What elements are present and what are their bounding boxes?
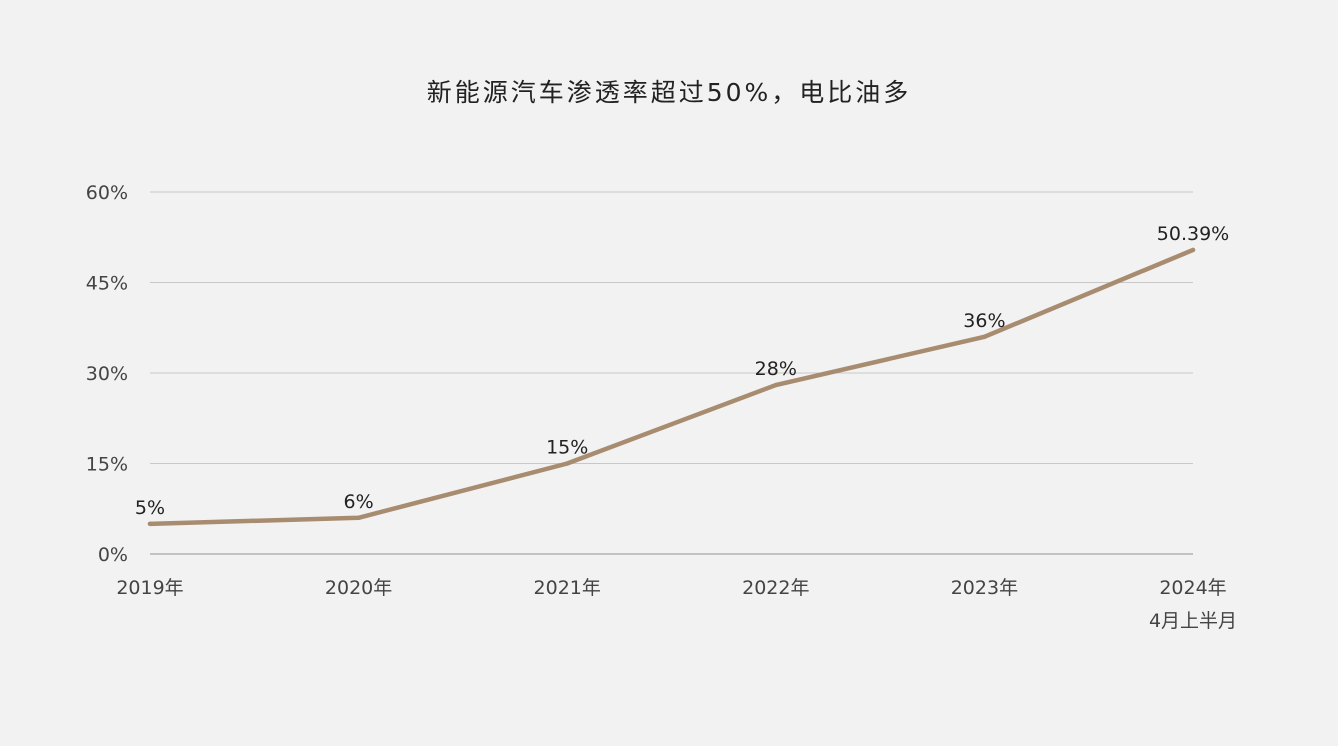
series-line <box>147 247 1196 527</box>
y-tick-label: 15% <box>86 454 128 476</box>
data-label: 50.39% <box>1157 223 1229 245</box>
x-tick-label-line: 2019年 <box>116 577 183 599</box>
y-tick-label: 0% <box>98 544 128 566</box>
data-point <box>982 334 987 339</box>
data-labels: 5% 6% 15% 28% 36% 50.39% <box>135 223 1229 519</box>
y-tick-label: 60% <box>86 182 128 204</box>
x-tick-label: 2019年 <box>116 577 183 599</box>
x-axis-ticks: 2019年 2020年 2021年 2022年 2023年 2024年 4月上半月 <box>116 577 1237 632</box>
series <box>147 247 1196 527</box>
data-label: 28% <box>755 358 797 380</box>
data-point <box>147 521 153 527</box>
x-tick-label: 2021年 <box>534 577 601 599</box>
x-tick-label: 2022年 <box>742 577 809 599</box>
data-label: 36% <box>963 310 1005 332</box>
data-label: 15% <box>546 437 588 459</box>
chart-title: 新能源汽车渗透率超过50%，电比油多 <box>427 78 912 107</box>
data-label: 6% <box>344 491 374 513</box>
x-tick-label-line: 2021年 <box>534 577 601 599</box>
x-tick-label: 2020年 <box>325 577 392 599</box>
x-tick-label-line: 2020年 <box>325 577 392 599</box>
x-tick-label-line: 2023年 <box>951 577 1018 599</box>
gridlines <box>150 191 1193 555</box>
x-tick-label: 2023年 <box>951 577 1018 599</box>
x-tick-label-line: 2024年 <box>1159 577 1226 599</box>
data-point <box>356 515 361 520</box>
data-point <box>565 461 570 466</box>
x-tick-label-line: 2022年 <box>742 577 809 599</box>
y-axis-ticks: 0% 15% 30% 45% 60% <box>86 182 128 566</box>
y-tick-label: 30% <box>86 363 128 385</box>
x-tick-label: 2024年 4月上半月 <box>1149 577 1237 632</box>
data-label: 5% <box>135 497 165 519</box>
y-tick-label: 45% <box>86 273 128 295</box>
x-tick-label-line: 4月上半月 <box>1149 610 1237 632</box>
data-point <box>1190 247 1196 253</box>
data-point <box>773 382 778 388</box>
